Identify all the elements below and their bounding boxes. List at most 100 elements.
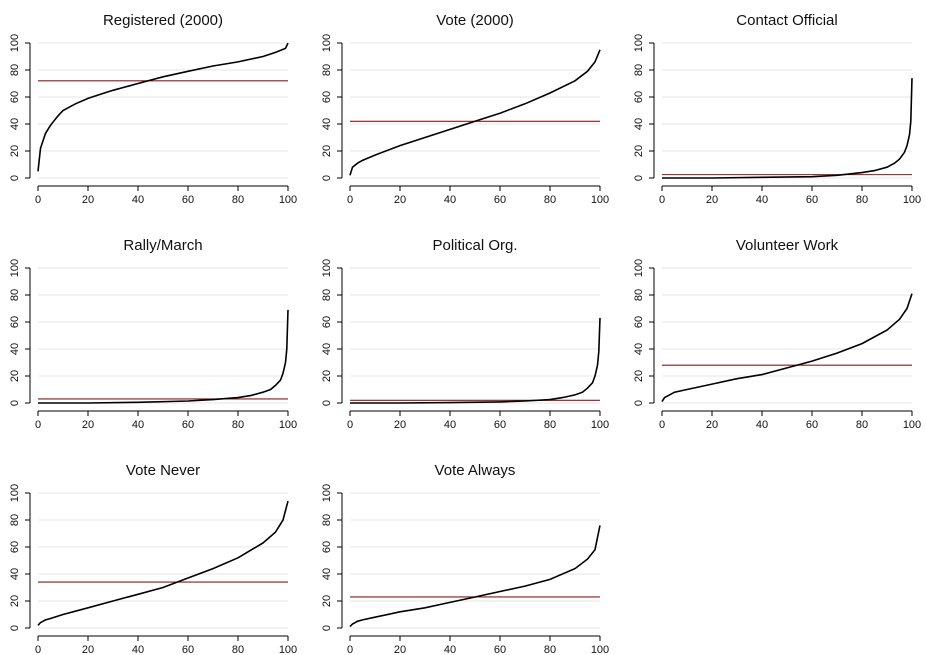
x-tick-label: 0 <box>659 194 665 206</box>
x-tick-label: 0 <box>347 194 353 206</box>
panel-title: Volunteer Work <box>736 237 839 254</box>
y-tick-label: 0 <box>321 400 333 406</box>
y-tick-label: 100 <box>321 34 333 52</box>
chart-panel: Contact Official 0 20 40 60 80 100 0 20 40 60 80 100 <box>633 12 921 206</box>
y-tick-label: 20 <box>9 145 21 157</box>
series-line <box>662 78 913 179</box>
x-tick-label: 0 <box>35 644 41 655</box>
y-tick-label: 80 <box>9 64 21 76</box>
y-tick-label: 40 <box>9 343 21 355</box>
x-tick-label: 40 <box>756 194 768 206</box>
x-tick-label: 100 <box>279 419 297 431</box>
x-tick-label: 20 <box>394 419 406 431</box>
x-tick-label: 100 <box>279 644 297 655</box>
x-tick-label: 100 <box>591 419 609 431</box>
y-tick-label: 60 <box>321 91 333 103</box>
y-tick-label: 60 <box>633 91 645 103</box>
x-tick-label: 40 <box>132 644 144 655</box>
series-line <box>37 500 289 626</box>
x-tick-label: 80 <box>544 194 556 206</box>
y-tick-label: 40 <box>9 568 21 580</box>
series-line <box>37 42 289 172</box>
y-tick-label: 100 <box>321 259 333 277</box>
y-tick-label: 80 <box>321 514 333 526</box>
x-tick-label: 0 <box>659 419 665 431</box>
y-tick-label: 40 <box>321 118 333 130</box>
y-tick-label: 0 <box>321 175 333 181</box>
y-tick-label: 60 <box>633 316 645 328</box>
x-tick-label: 40 <box>132 194 144 206</box>
y-tick-label: 0 <box>633 175 645 181</box>
x-tick-label: 0 <box>347 644 353 655</box>
y-tick-label: 40 <box>633 343 645 355</box>
y-tick-label: 80 <box>9 289 21 301</box>
y-tick-label: 40 <box>321 568 333 580</box>
y-tick-label: 60 <box>9 91 21 103</box>
chart-panel: Vote (2000) 0 20 40 60 80 100 0 20 40 60 80 100 <box>321 12 609 206</box>
x-tick-label: 100 <box>903 194 921 206</box>
panel-title: Rally/March <box>123 237 202 254</box>
x-tick-label: 60 <box>494 644 506 655</box>
x-tick-label: 60 <box>494 419 506 431</box>
y-tick-label: 100 <box>9 484 21 502</box>
y-tick-label: 100 <box>9 259 21 277</box>
x-tick-label: 60 <box>182 194 194 206</box>
y-tick-label: 20 <box>633 370 645 382</box>
y-tick-label: 0 <box>9 400 21 406</box>
y-tick-label: 40 <box>321 343 333 355</box>
series-line <box>38 309 289 404</box>
panel-title: Vote (2000) <box>436 12 514 29</box>
y-tick-label: 60 <box>9 541 21 553</box>
x-tick-label: 0 <box>35 419 41 431</box>
y-tick-label: 20 <box>321 595 333 607</box>
x-tick-label: 0 <box>347 419 353 431</box>
y-tick-label: 0 <box>9 175 21 181</box>
x-tick-label: 80 <box>856 419 868 431</box>
panel-title: Vote Never <box>126 462 200 479</box>
y-tick-label: 100 <box>633 259 645 277</box>
y-tick-label: 80 <box>321 289 333 301</box>
series-line <box>350 317 601 404</box>
y-tick-label: 100 <box>633 34 645 52</box>
x-tick-label: 20 <box>82 644 94 655</box>
y-tick-label: 100 <box>321 484 333 502</box>
x-tick-label: 40 <box>444 194 456 206</box>
series-line <box>349 525 601 628</box>
x-tick-label: 80 <box>232 644 244 655</box>
y-tick-label: 80 <box>9 514 21 526</box>
y-tick-label: 60 <box>9 316 21 328</box>
panel-title: Registered (2000) <box>103 12 223 29</box>
chart-panel: Registered (2000) 0 20 40 60 80 100 0 20 40 60 80 10… <box>9 12 297 206</box>
x-tick-label: 40 <box>132 419 144 431</box>
panel-title: Vote Always <box>435 462 516 479</box>
x-tick-label: 40 <box>444 419 456 431</box>
chart-panel: Volunteer Work 0 20 40 60 80 100 0 20 40 60 80 100 <box>633 237 921 431</box>
y-tick-label: 80 <box>633 64 645 76</box>
y-tick-label: 80 <box>633 289 645 301</box>
y-tick-label: 20 <box>9 370 21 382</box>
y-tick-label: 60 <box>321 541 333 553</box>
x-tick-label: 100 <box>279 194 297 206</box>
y-tick-label: 0 <box>321 625 333 631</box>
x-tick-label: 20 <box>82 194 94 206</box>
x-tick-label: 100 <box>591 194 609 206</box>
x-tick-label: 80 <box>232 419 244 431</box>
x-tick-label: 60 <box>806 194 818 206</box>
x-tick-label: 60 <box>806 419 818 431</box>
x-tick-label: 80 <box>544 644 556 655</box>
y-tick-label: 100 <box>9 34 21 52</box>
y-tick-label: 40 <box>9 118 21 130</box>
y-tick-label: 40 <box>633 118 645 130</box>
chart-panel: Political Org. 0 20 40 60 80 100 0 20 40 60 80 100 <box>321 237 609 431</box>
x-tick-label: 0 <box>35 194 41 206</box>
y-tick-label: 0 <box>9 625 21 631</box>
x-tick-label: 20 <box>394 194 406 206</box>
x-tick-label: 60 <box>494 194 506 206</box>
x-tick-label: 20 <box>394 644 406 655</box>
chart-panel: Vote Never 0 20 40 60 80 100 0 20 40 60 80 100 <box>9 462 297 655</box>
panel-title: Contact Official <box>736 12 837 29</box>
chart-panel: Vote Always 0 20 40 60 80 100 0 20 40 60 80 100 <box>321 462 609 655</box>
x-tick-label: 40 <box>444 644 456 655</box>
y-tick-label: 20 <box>321 145 333 157</box>
